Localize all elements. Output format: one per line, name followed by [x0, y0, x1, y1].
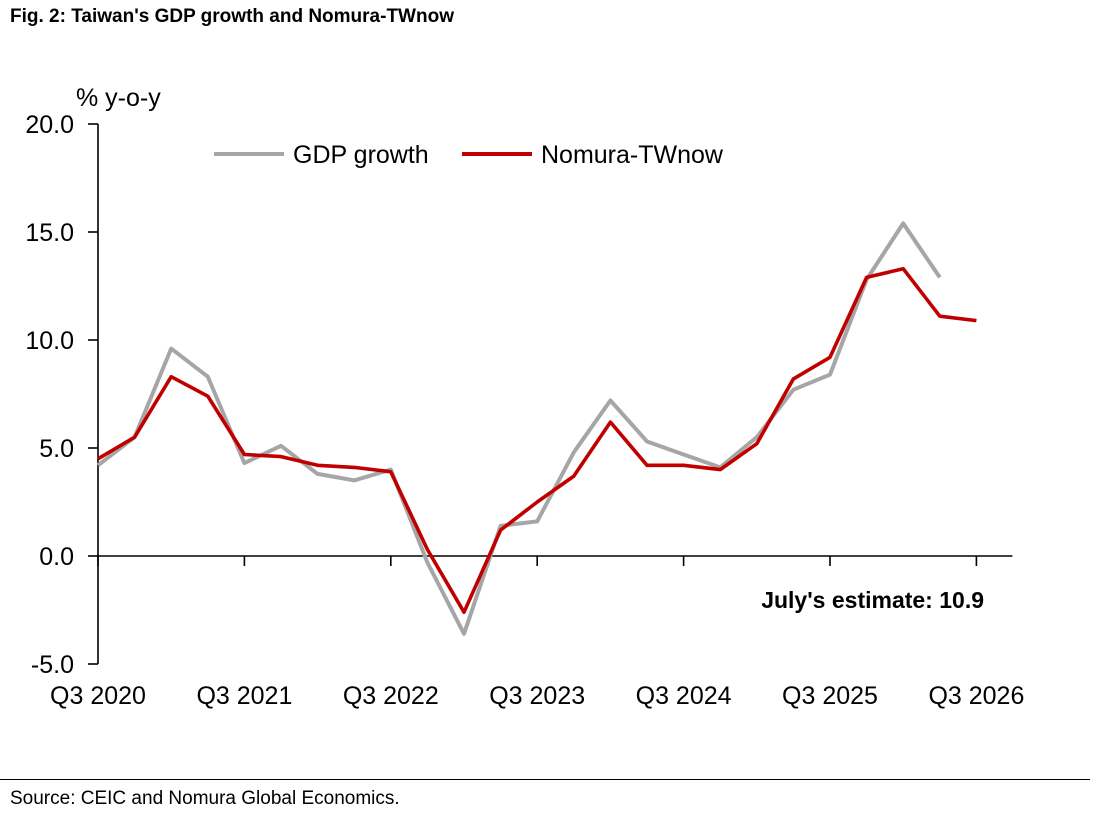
y-axis-unit-label: % y-o-y: [76, 84, 161, 112]
x-tick-label: Q3 2020: [50, 682, 146, 710]
nomura-twnow-line: [97, 266, 977, 615]
y-tick-label: 10.0: [25, 327, 74, 355]
estimate-annotation: July's estimate: 10.9: [761, 587, 984, 613]
series-layer: [96, 221, 977, 636]
legend: GDP growth Nomura-TWnow: [214, 141, 724, 169]
x-tick-label: Q3 2026: [928, 682, 1024, 710]
chart: % y-o-y -5.00.05.010.015.020.0 Q3 2020 Q3…: [25, 84, 1024, 710]
gdp-growth-line: [96, 221, 942, 636]
x-tick-label: Q3 2022: [343, 682, 439, 710]
y-tick-label: 15.0: [25, 219, 74, 247]
legend-label-nomura-twnow: Nomura-TWnow: [541, 141, 724, 169]
y-tick-label: 5.0: [39, 435, 74, 463]
x-axis: Q3 2020 Q3 2021 Q3 2022 Q3 2023 Q3 2024 Q3 20…: [50, 555, 1024, 710]
y-tick-label: 20.0: [25, 111, 74, 139]
legend-label-gdp-growth: GDP growth: [293, 141, 429, 169]
source-note: Source: CEIC and Nomura Global Economics…: [10, 788, 400, 809]
x-tick-label: Q3 2021: [196, 682, 292, 710]
footer-rule: [0, 779, 1090, 780]
y-tick-label: 0.0: [39, 543, 74, 571]
figure-title: Fig. 2: Taiwan's GDP growth and Nomura-T…: [10, 6, 454, 27]
x-tick-label: Q3 2023: [489, 682, 585, 710]
y-tick-label: -5.0: [31, 651, 74, 679]
x-tick-label: Q3 2025: [782, 682, 878, 710]
y-axis: -5.0 0.0 5.0 10.0 15.0 20.0: [25, 111, 99, 679]
x-tick-label: Q3 2024: [636, 682, 732, 710]
y-axis-title: % y-o-y: [76, 84, 161, 112]
